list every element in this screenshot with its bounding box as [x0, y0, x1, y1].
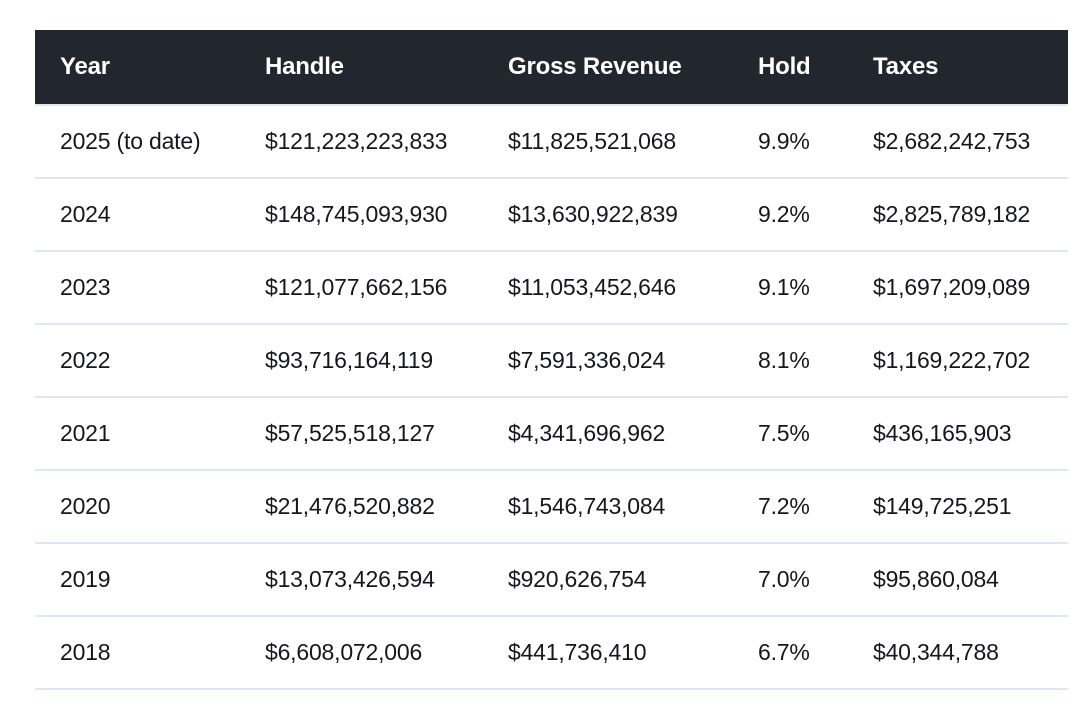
- table-row: 2021 $57,525,518,127 $4,341,696,962 7.5%…: [35, 397, 1068, 471]
- cell-gross-revenue: $7,591,336,024: [508, 324, 758, 398]
- cell-taxes: $149,725,251: [873, 470, 1068, 544]
- cell-gross-revenue: $920,626,754: [508, 543, 758, 617]
- column-header-gross-revenue: Gross Revenue: [508, 30, 758, 106]
- cell-handle: $121,223,223,833: [265, 105, 508, 179]
- table-row: 2020 $21,476,520,882 $1,546,743,084 7.2%…: [35, 470, 1068, 544]
- cell-hold: 9.9%: [758, 105, 873, 179]
- cell-taxes: $2,825,789,182: [873, 178, 1068, 252]
- table-row: 2022 $93,716,164,119 $7,591,336,024 8.1%…: [35, 324, 1068, 398]
- cell-year: 2024: [35, 178, 265, 252]
- cell-hold: 8.1%: [758, 324, 873, 398]
- table-row: 2023 $121,077,662,156 $11,053,452,646 9.…: [35, 251, 1068, 325]
- column-header-hold: Hold: [758, 30, 873, 106]
- cell-hold: 7.5%: [758, 397, 873, 471]
- table-row: 2019 $13,073,426,594 $920,626,754 7.0% $…: [35, 543, 1068, 617]
- cell-gross-revenue: $13,630,922,839: [508, 178, 758, 252]
- cell-taxes: $95,860,084: [873, 543, 1068, 617]
- cell-gross-revenue: $11,825,521,068: [508, 105, 758, 179]
- cell-year: 2021: [35, 397, 265, 471]
- cell-gross-revenue: $4,341,696,962: [508, 397, 758, 471]
- cell-handle: $6,608,072,006: [265, 616, 508, 690]
- cell-hold: 9.2%: [758, 178, 873, 252]
- header-row: Year Handle Gross Revenue Hold Taxes: [35, 30, 1068, 106]
- cell-taxes: $40,344,788: [873, 616, 1068, 690]
- column-header-handle: Handle: [265, 30, 508, 106]
- column-header-year: Year: [35, 30, 265, 106]
- cell-handle: $148,745,093,930: [265, 178, 508, 252]
- cell-gross-revenue: $11,053,452,646: [508, 251, 758, 325]
- table-row: 2018 $6,608,072,006 $441,736,410 6.7% $4…: [35, 616, 1068, 690]
- table-header: Year Handle Gross Revenue Hold Taxes: [35, 30, 1068, 106]
- cell-year: 2023: [35, 251, 265, 325]
- cell-hold: 6.7%: [758, 616, 873, 690]
- table-row: 2024 $148,745,093,930 $13,630,922,839 9.…: [35, 178, 1068, 252]
- cell-hold: 7.0%: [758, 543, 873, 617]
- cell-taxes: $1,697,209,089: [873, 251, 1068, 325]
- cell-handle: $21,476,520,882: [265, 470, 508, 544]
- column-header-taxes: Taxes: [873, 30, 1068, 106]
- cell-year: 2022: [35, 324, 265, 398]
- cell-year: 2018: [35, 616, 265, 690]
- cell-taxes: $1,169,222,702: [873, 324, 1068, 398]
- cell-hold: 9.1%: [758, 251, 873, 325]
- sports-betting-table: Year Handle Gross Revenue Hold Taxes 202…: [35, 30, 1068, 690]
- table-body: 2025 (to date) $121,223,223,833 $11,825,…: [35, 105, 1068, 690]
- cell-handle: $57,525,518,127: [265, 397, 508, 471]
- cell-handle: $13,073,426,594: [265, 543, 508, 617]
- cell-year: 2025 (to date): [35, 105, 265, 179]
- cell-gross-revenue: $1,546,743,084: [508, 470, 758, 544]
- cell-hold: 7.2%: [758, 470, 873, 544]
- cell-handle: $93,716,164,119: [265, 324, 508, 398]
- cell-year: 2020: [35, 470, 265, 544]
- sports-betting-table-container: Year Handle Gross Revenue Hold Taxes 202…: [35, 30, 1068, 690]
- cell-taxes: $436,165,903: [873, 397, 1068, 471]
- cell-gross-revenue: $441,736,410: [508, 616, 758, 690]
- cell-year: 2019: [35, 543, 265, 617]
- cell-taxes: $2,682,242,753: [873, 105, 1068, 179]
- table-row: 2025 (to date) $121,223,223,833 $11,825,…: [35, 105, 1068, 179]
- cell-handle: $121,077,662,156: [265, 251, 508, 325]
